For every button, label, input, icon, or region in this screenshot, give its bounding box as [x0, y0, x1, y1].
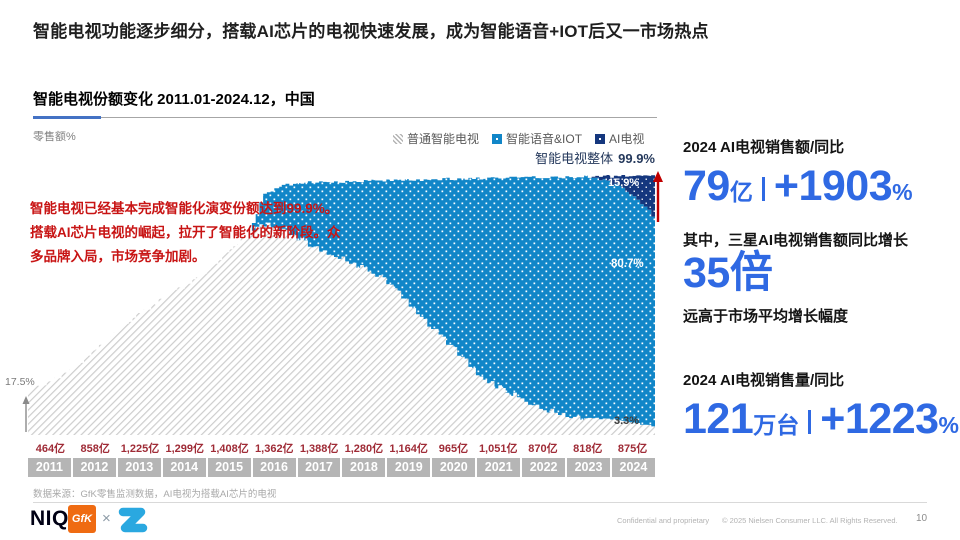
voice-iot-share-label: 80.7%	[611, 258, 644, 270]
smart-tv-total-value: 99.9%	[618, 151, 655, 166]
page-title: 智能电视功能逐步细分，搭载AI芯片的电视快速发展，成为智能语音+IOT后又一市场…	[33, 22, 709, 41]
ai-tv-area	[591, 175, 655, 217]
annotation-line: 智能电视已经基本完成智能化演变份额达到99.9%。	[30, 201, 339, 216]
revenue-value: 1,408亿	[210, 443, 249, 455]
page-number: 10	[916, 513, 928, 524]
logo-cross-separator: ×	[102, 510, 111, 527]
copyright-note: © 2025 Nielsen Consumer LLC. All Rights …	[722, 516, 898, 525]
chart-title: 智能电视份额变化 2011.01-2024.12，中国	[33, 91, 315, 108]
stat-samsung-heading: 其中，三星AI电视销售额同比增长	[683, 232, 909, 249]
data-source-note: 数据来源：GfK零售监测数据，AI电视为搭载AI芯片的电视	[33, 489, 277, 500]
stat-samsung-note: 远高于市场平均增长幅度	[683, 308, 849, 325]
year-cell: 2016	[252, 458, 296, 477]
zol-logo-icon	[118, 507, 148, 533]
ai-share-label: 15.9%	[608, 177, 640, 189]
stat-sales-value: 79亿 +1903%	[683, 162, 913, 210]
gfk-logo: GfK	[68, 505, 96, 533]
hatch-swatch-icon	[393, 133, 403, 144]
revenue-value: 858亿	[80, 443, 110, 455]
legend-item-ai: AI电视	[595, 130, 644, 147]
ai-swatch-icon	[595, 133, 606, 144]
stat-sales-heading: 2024 AI电视销售额/同比	[683, 139, 845, 156]
y-axis-unit-label: 零售额%	[33, 131, 76, 143]
annual-revenue-row: 464亿 858亿 1,225亿 1,299亿 1,408亿 1,362亿 1,388亿 1,…	[28, 440, 655, 456]
chart-canvas	[28, 175, 655, 435]
legend-label: AI电视	[609, 132, 645, 146]
legend-item-ordinary: 普通智能电视	[393, 130, 479, 147]
confidential-note: Confidential and proprietary	[617, 516, 710, 525]
divider-bar	[761, 177, 765, 201]
revenue-value: 1,051亿	[478, 443, 518, 455]
revenue-value: 1,280亿	[344, 443, 384, 455]
year-cell: 2024	[611, 458, 655, 477]
title-rule	[101, 117, 657, 118]
revenue-value: 875亿	[617, 443, 648, 455]
growth-arrow-icon	[653, 171, 663, 222]
year-cell: 2011	[28, 458, 71, 477]
revenue-value: 818亿	[573, 443, 603, 455]
revenue-value: 1,164亿	[389, 443, 428, 455]
revenue-value: 1,388亿	[299, 443, 339, 455]
revenue-value: 965亿	[438, 443, 469, 455]
voice-iot-swatch-icon	[492, 133, 503, 144]
start-arrow-icon	[22, 396, 30, 432]
revenue-value: 1,362亿	[255, 443, 294, 455]
revenue-value: 464亿	[35, 443, 66, 455]
title-accent-rule	[33, 116, 101, 119]
year-cell: 2021	[477, 458, 521, 477]
footer-divider	[33, 502, 927, 503]
chart-legend: 普通智能电视 智能语音&IOT AI电视	[393, 130, 644, 147]
revenue-value: 1,225亿	[120, 443, 160, 455]
ordinary-share-label: 3.3%	[614, 415, 640, 427]
year-cell: 2013	[117, 458, 161, 477]
year-cell: 2015	[207, 458, 251, 477]
smart-tv-total-label: 智能电视整体 99.9%	[535, 151, 655, 166]
year-cell: 2022	[522, 458, 566, 477]
year-cell: 2018	[342, 458, 386, 477]
annotation-line: 搭载AI芯片电视的崛起，拉开了智能化的新阶段。众	[30, 225, 341, 241]
chart-annotation: 智能电视已经基本完成智能化演变份额达到99.9%。 搭载AI芯片电视的崛起，拉开…	[30, 197, 341, 269]
stat-volume-value: 121万台 +1223%	[683, 395, 959, 443]
divider-bar	[808, 410, 812, 434]
voice-iot-area	[251, 175, 655, 427]
year-axis-row: 2011 2012 2013 2014 2015 2016 2017 2018 2019 2020…	[28, 458, 655, 477]
legend-item-voice-iot: 智能语音&IOT	[492, 130, 582, 147]
stat-samsung-value: 35倍	[683, 249, 773, 297]
year-cell: 2023	[567, 458, 610, 477]
annotation-line: 多品牌入局，市场竞争加剧。	[30, 249, 206, 265]
year-cell: 2014	[162, 458, 206, 477]
legend-label: 智能语音&IOT	[506, 132, 583, 146]
year-cell: 2017	[297, 458, 341, 477]
stat-volume-heading: 2024 AI电视销售量/同比	[683, 372, 845, 389]
niq-logo: NIQ	[30, 507, 69, 530]
revenue-value: 1,299亿	[165, 443, 204, 455]
legend-label: 普通智能电视	[407, 132, 480, 146]
year-cell: 2012	[72, 458, 116, 477]
year-cell: 2020	[432, 458, 476, 477]
start-share-label: 17.5%	[5, 376, 35, 388]
revenue-value: 870亿	[528, 443, 558, 455]
year-cell: 2019	[387, 458, 431, 477]
share-area-chart	[28, 169, 655, 435]
